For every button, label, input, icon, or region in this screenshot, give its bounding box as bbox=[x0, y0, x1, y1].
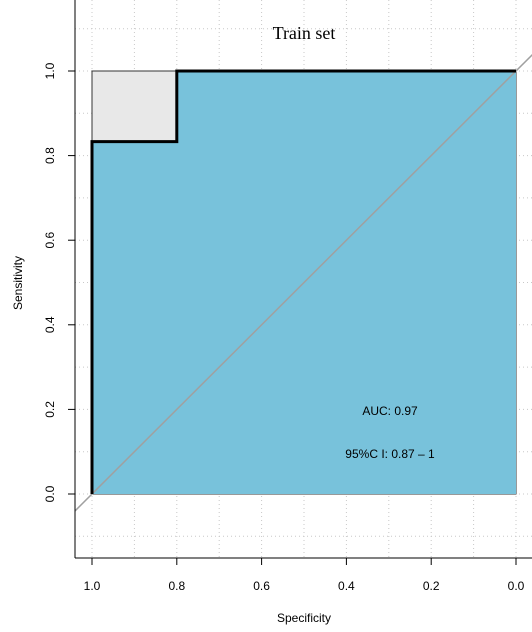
ci-label: 95%C I: 0.87 – 1 bbox=[345, 447, 435, 461]
chart-title: Train set bbox=[273, 23, 336, 43]
x-tick-label: 0.6 bbox=[253, 579, 270, 593]
x-tick-label: 0.2 bbox=[423, 579, 440, 593]
x-tick-label: 0.0 bbox=[508, 579, 525, 593]
x-tick-label: 0.8 bbox=[168, 579, 185, 593]
y-tick-label: 1.0 bbox=[43, 62, 57, 79]
x-tick-label: 1.0 bbox=[84, 579, 101, 593]
auc-label: AUC: 0.97 bbox=[362, 404, 418, 418]
y-tick-label: 0.4 bbox=[43, 316, 57, 333]
y-tick-label: 0.8 bbox=[43, 147, 57, 164]
x-axis-title: Specificity bbox=[277, 611, 331, 625]
diagonal-reference-line bbox=[75, 53, 532, 512]
y-tick-label: 0.6 bbox=[43, 232, 57, 249]
roc-curve bbox=[90, 69, 516, 494]
axes: 1.0 0.8 0.6 0.4 0.2 0.0 0.0 0.2 0.4 0.6 0.8 1.0 bbox=[43, 0, 532, 593]
y-tick-label: 0.0 bbox=[43, 485, 57, 502]
y-axis-title: Sensitivity bbox=[11, 256, 25, 310]
x-tick-label: 0.4 bbox=[338, 579, 355, 593]
roc-line-group bbox=[75, 53, 532, 512]
y-tick-label: 0.2 bbox=[43, 401, 57, 418]
